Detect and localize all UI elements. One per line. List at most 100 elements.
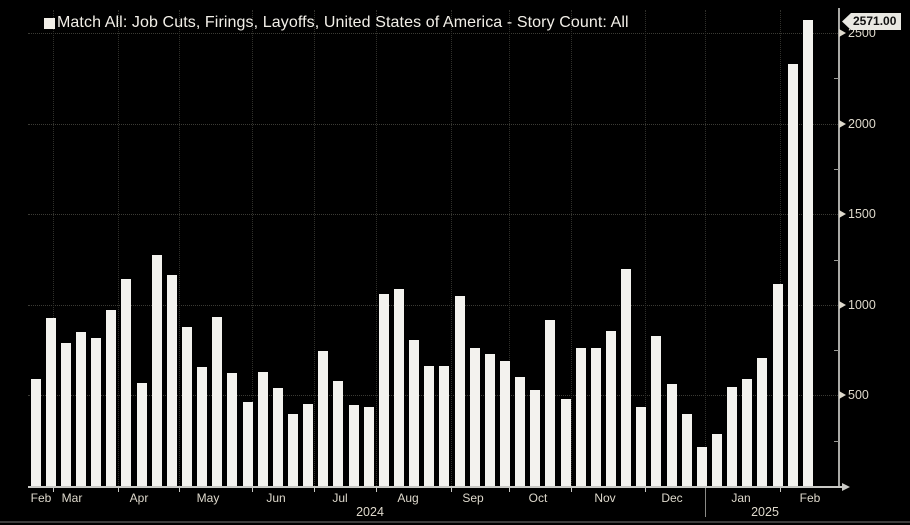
bar-week-15[interactable] (242, 401, 253, 486)
x-month-label-jul: Jul (332, 491, 348, 505)
bar-week-49[interactable] (757, 358, 768, 486)
bar-week-14[interactable] (227, 372, 238, 486)
y-minor-tick (834, 168, 839, 170)
y-tick-arrow-icon (839, 119, 846, 128)
bar-week-32[interactable] (499, 360, 510, 486)
last-value-tag: 2571.00 (842, 13, 902, 30)
x-month-label-jun: Jun (266, 491, 286, 505)
bar-week-27[interactable] (424, 366, 435, 486)
bar-week-10[interactable] (166, 274, 177, 486)
gridline-vertical (571, 10, 572, 486)
bar-week-20[interactable] (318, 351, 329, 486)
bar-week-30[interactable] (469, 348, 480, 486)
gridline-horizontal (28, 214, 838, 216)
y-minor-tick (834, 440, 839, 442)
bar-week-23[interactable] (363, 407, 374, 486)
bar-week-8[interactable] (136, 382, 147, 486)
chart-title: Match All: Job Cuts, Firings, Layoffs, U… (57, 14, 629, 31)
chart-legend: Match All: Job Cuts, Firings, Layoffs, U… (44, 14, 629, 32)
bar-week-1[interactable] (30, 379, 41, 486)
x-month-label-sep: Sep (462, 491, 484, 505)
bar-week-34[interactable] (530, 389, 541, 486)
gridline-vertical (645, 10, 646, 486)
bar-week-50[interactable] (772, 283, 783, 486)
bar-week-33[interactable] (515, 377, 526, 486)
x-month-label-apr: Apr (129, 491, 149, 505)
bar-week-5[interactable] (91, 338, 102, 486)
x-month-label-dec: Dec (661, 491, 683, 505)
y-tick-arrow-icon (839, 300, 846, 309)
gridline-vertical (179, 10, 180, 486)
legend-swatch-icon (44, 17, 55, 29)
bar-week-3[interactable] (60, 342, 71, 486)
x-axis (28, 486, 844, 488)
bar-week-45[interactable] (696, 447, 707, 486)
bar-week-13[interactable] (212, 317, 223, 486)
x-year-label-2024: 2024 (356, 505, 384, 519)
x-month-tick (645, 488, 646, 492)
bar-week-48[interactable] (742, 379, 753, 486)
y-tick-arrow-icon (839, 391, 846, 400)
bar-week-9[interactable] (151, 254, 162, 486)
gridline-horizontal (28, 33, 838, 34)
bar-week-21[interactable] (333, 380, 344, 486)
gridline-vertical (451, 10, 452, 486)
bar-week-2[interactable] (45, 318, 56, 486)
x-month-label-mar: Mar (61, 491, 83, 505)
bar-week-24[interactable] (378, 293, 389, 486)
gridline-vertical (118, 10, 119, 486)
x-month-label-may: May (196, 491, 220, 505)
bar-week-44[interactable] (681, 414, 692, 486)
bar-week-51[interactable] (787, 63, 798, 486)
x-month-tick (780, 488, 781, 492)
bar-week-42[interactable] (651, 335, 662, 486)
bar-week-4[interactable] (75, 331, 86, 486)
bar-week-43[interactable] (666, 383, 677, 486)
bar-week-11[interactable] (181, 327, 192, 486)
bar-week-18[interactable] (287, 413, 298, 486)
bar-week-52[interactable] (802, 20, 813, 486)
x-month-label-oct: Oct (528, 491, 548, 505)
bar-week-17[interactable] (272, 388, 283, 486)
x-month-label-nov: Nov (594, 491, 616, 505)
bar-week-38[interactable] (590, 348, 601, 486)
bar-week-25[interactable] (393, 289, 404, 486)
bar-week-16[interactable] (257, 371, 268, 486)
x-month-tick (53, 488, 54, 492)
bar-week-36[interactable] (560, 399, 571, 486)
bar-week-12[interactable] (197, 367, 208, 486)
bar-week-7[interactable] (121, 279, 132, 486)
y-tick-label: 500 (848, 388, 869, 403)
bar-week-46[interactable] (712, 434, 723, 486)
bar-week-6[interactable] (106, 310, 117, 486)
x-month-label-feb: Feb (799, 491, 821, 505)
bar-week-37[interactable] (575, 348, 586, 486)
bar-week-22[interactable] (348, 405, 359, 486)
bar-week-29[interactable] (454, 295, 465, 486)
x-axis-arrow-icon (842, 483, 850, 491)
bar-week-41[interactable] (636, 407, 647, 486)
y-minor-tick (834, 259, 839, 261)
x-month-tick (118, 488, 119, 492)
x-month-tick (509, 488, 510, 492)
y-minor-tick (834, 350, 839, 352)
bar-week-39[interactable] (606, 331, 616, 486)
bar-week-47[interactable] (727, 387, 738, 486)
bar-week-26[interactable] (409, 340, 420, 486)
bar-week-40[interactable] (621, 268, 632, 486)
bar-week-31[interactable] (484, 353, 495, 486)
x-month-tick (451, 488, 452, 492)
y-tick-label: 2000 (848, 116, 876, 131)
x-month-tick (314, 488, 315, 492)
bar-week-28[interactable] (439, 365, 450, 486)
y-tick-label: 1500 (848, 207, 876, 222)
x-month-tick (376, 488, 377, 492)
gridline-horizontal (28, 304, 838, 306)
y-tick-arrow-icon (839, 29, 846, 37)
x-month-tick (571, 488, 572, 492)
x-month-tick (179, 488, 180, 492)
bar-week-35[interactable] (545, 320, 556, 486)
bar-week-19[interactable] (303, 404, 314, 486)
